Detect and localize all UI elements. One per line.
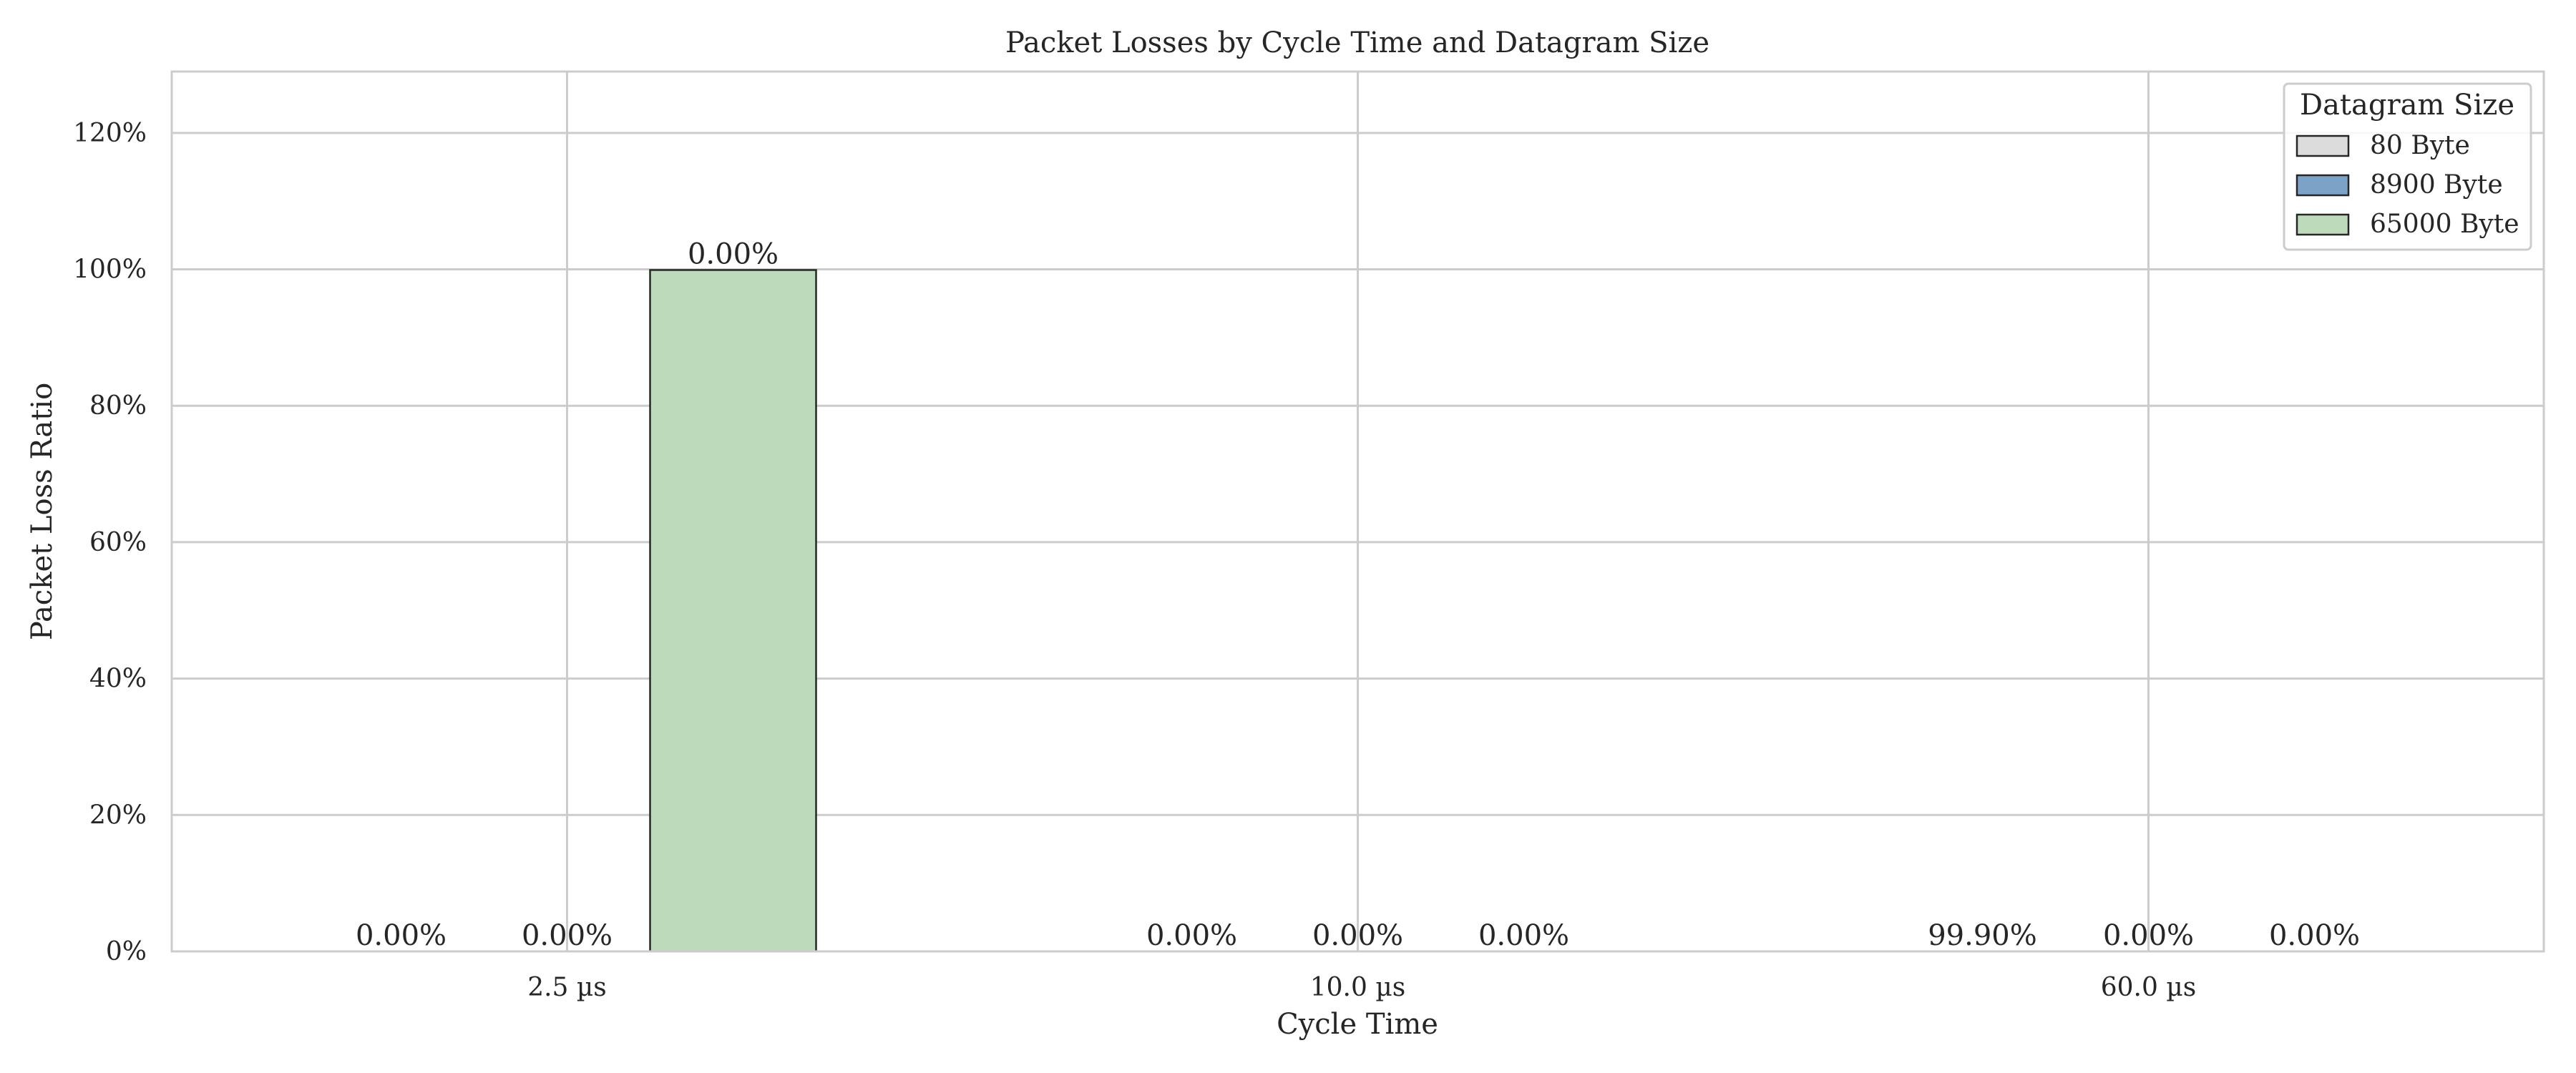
y-tick-label: 60% — [89, 528, 147, 557]
legend-entry: 8900 Byte — [2370, 170, 2503, 200]
y-tick-label: 20% — [89, 800, 147, 830]
legend-entry: 65000 Byte — [2370, 210, 2519, 239]
y-axis-label: Packet Loss Ratio — [26, 383, 59, 640]
legend: Datagram Size 80 Byte 8900 Byte 65000 Byte — [2283, 82, 2532, 251]
data-label: 0.00% — [1146, 919, 1237, 952]
data-label: 0.00% — [688, 237, 779, 270]
legend-swatch — [2296, 174, 2350, 197]
data-label: 0.00% — [356, 919, 447, 952]
bar — [649, 269, 817, 953]
y-axis-ticks: 0% 20% 40% 60% 80% 100% 120% — [73, 119, 147, 966]
data-label: 0.00% — [1478, 919, 1569, 952]
x-tick-label: 2.5 µs — [527, 973, 607, 1002]
chart-title: Packet Losses by Cycle Time and Datagram… — [1005, 26, 1709, 59]
grid-lines — [172, 72, 2544, 953]
y-tick-label: 120% — [73, 119, 147, 148]
y-tick-label: 80% — [89, 391, 147, 421]
data-label: 99.90% — [1928, 919, 2037, 952]
x-tick-label: 10.0 µs — [1310, 973, 1405, 1002]
x-tick-label: 60.0 µs — [2101, 973, 2196, 1002]
legend-swatch — [2296, 134, 2350, 157]
x-axis-label: Cycle Time — [1277, 1008, 1438, 1041]
data-label: 0.00% — [1312, 919, 1403, 952]
legend-title: Datagram Size — [2300, 89, 2514, 122]
data-label: 0.00% — [2103, 919, 2194, 952]
bars — [649, 269, 817, 953]
data-label: 0.00% — [2269, 919, 2360, 952]
legend-entry: 80 Byte — [2370, 131, 2470, 160]
legend-box — [2283, 82, 2532, 251]
data-label: 0.00% — [522, 919, 613, 952]
legend-swatch — [2296, 213, 2350, 236]
y-tick-label: 100% — [73, 255, 147, 285]
y-tick-label: 40% — [89, 665, 147, 694]
plot-frame — [170, 70, 2545, 953]
data-labels: 0.00% 0.00% 0.00% 0.00% 0.00% 0.00% 99.90% 0.00… — [356, 237, 2360, 952]
x-axis-ticks: 2.5 µs 10.0 µs 60.0 µs — [527, 973, 2196, 1002]
y-tick-label: 0% — [106, 937, 147, 966]
